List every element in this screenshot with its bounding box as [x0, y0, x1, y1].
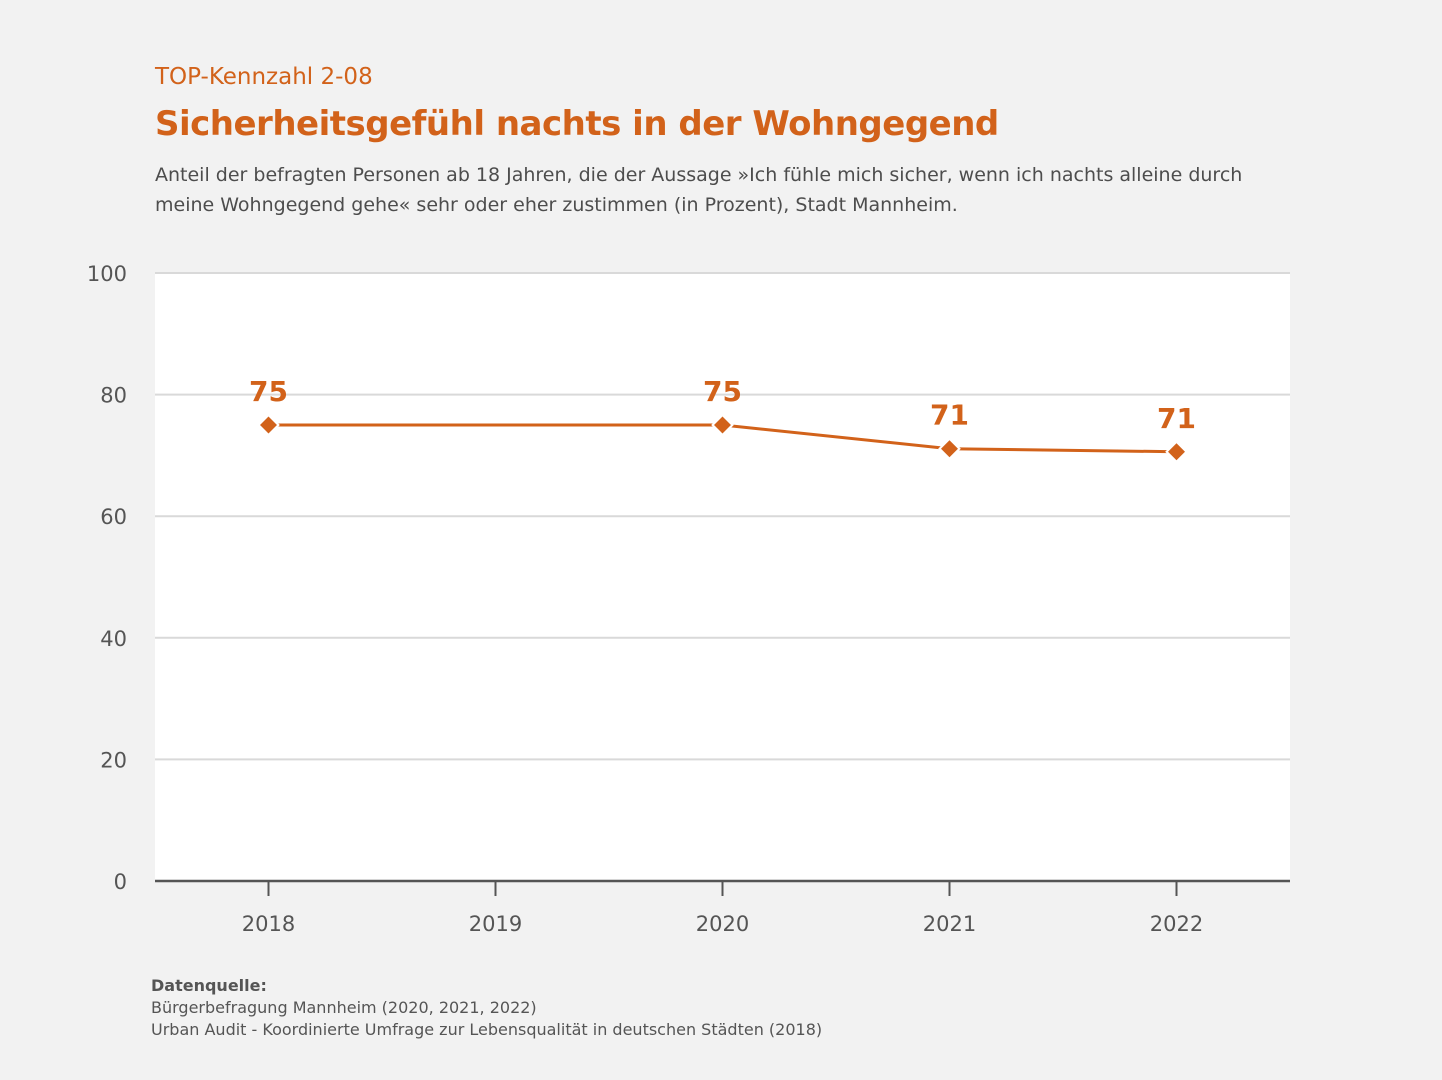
y-tick-label: 60 — [100, 505, 127, 529]
y-tick-label: 40 — [100, 627, 127, 651]
data-label: 75 — [249, 375, 288, 408]
x-tick-label: 2018 — [242, 912, 295, 936]
data-point-marker — [257, 413, 280, 437]
source-line: Urban Audit - Koordinierte Umfrage zur L… — [151, 1020, 823, 1039]
x-tick-label: 2019 — [469, 912, 522, 936]
y-tick-label: 80 — [100, 384, 127, 408]
data-point-marker — [1165, 440, 1188, 464]
chart-title: Sicherheitsgefühl nachts in der Wohngege… — [155, 104, 999, 144]
source-heading: Datenquelle: — [151, 976, 267, 995]
y-tick-label: 100 — [87, 262, 127, 286]
data-point-marker — [938, 437, 961, 461]
data-source: Datenquelle: Bürgerbefragung Mannheim (2… — [151, 975, 822, 1041]
data-label: 71 — [930, 399, 969, 432]
x-tick-label: 2020 — [696, 912, 749, 936]
data-label: 71 — [1157, 402, 1196, 435]
x-tick-label: 2021 — [923, 912, 976, 936]
plot-area — [155, 273, 1290, 881]
data-label: 75 — [703, 375, 742, 408]
chart-subtitle: Anteil der befragten Personen ab 18 Jahr… — [155, 164, 1243, 216]
y-tick-label: 20 — [100, 748, 127, 772]
x-tick-label: 2022 — [1150, 912, 1203, 936]
series-line — [268, 423, 1177, 454]
y-tick-label: 0 — [114, 870, 127, 894]
data-point-marker — [711, 413, 734, 437]
source-line: Bürgerbefragung Mannheim (2020, 2021, 20… — [151, 998, 537, 1017]
chart-kicker: TOP-Kennzahl 2-08 — [155, 64, 373, 90]
